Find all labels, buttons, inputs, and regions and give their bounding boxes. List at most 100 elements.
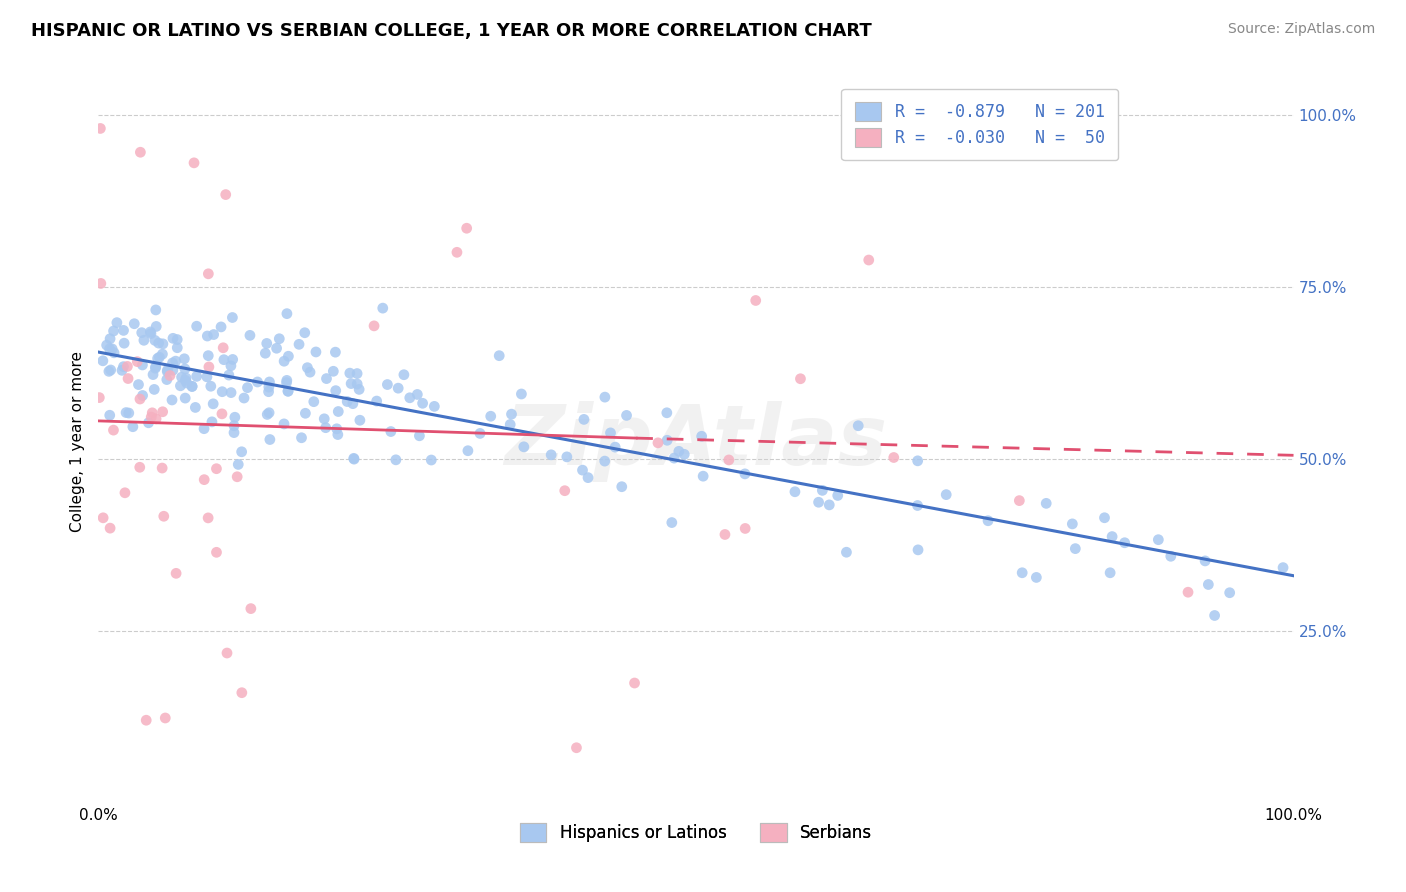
Point [623,676,645,690]
Point [616,409,638,423]
Point [155,711,177,725]
Point [215,187,238,202]
Point [239,601,262,615]
Point [380,425,402,439]
Point [420,453,443,467]
Point [193,422,215,436]
Point [197,511,219,525]
Text: HISPANIC OR LATINO VS SERBIAN COLLEGE, 1 YEAR OR MORE CORRELATION CHART: HISPANIC OR LATINO VS SERBIAN COLLEGE, 1… [31,22,872,40]
Point [219,359,242,373]
Point [101,342,124,356]
Point [152,347,174,361]
Point [211,407,233,421]
Point [131,358,153,372]
Point [1011,566,1033,580]
Point [111,363,134,377]
Point [221,352,243,367]
Legend: Hispanics or Latinos, Serbians: Hispanics or Latinos, Serbians [513,816,879,848]
Point [858,253,880,268]
Point [1099,566,1122,580]
Point [166,341,188,355]
Point [156,373,179,387]
Point [555,450,578,464]
Point [479,409,502,424]
Point [141,406,163,420]
Point [89,391,111,405]
Point [1160,549,1182,564]
Point [118,406,141,420]
Point [277,349,299,363]
Point [145,359,167,374]
Point [811,483,834,498]
Point [257,384,280,399]
Point [173,351,195,366]
Point [259,433,281,447]
Point [202,397,225,411]
Point [576,470,599,484]
Point [91,511,114,525]
Point [1025,570,1047,584]
Point [257,406,280,420]
Point [98,409,121,423]
Point [226,458,249,472]
Point [148,336,170,351]
Point [340,376,363,391]
Point [342,397,364,411]
Point [233,391,256,405]
Point [131,388,153,402]
Point [325,345,347,359]
Point [205,545,228,559]
Point [239,328,262,343]
Point [593,390,616,404]
Point [1008,493,1031,508]
Point [146,351,169,366]
Point [132,333,155,347]
Point [314,412,336,426]
Point [277,384,299,399]
Point [259,375,281,389]
Point [565,740,588,755]
Point [205,461,228,475]
Point [139,326,162,341]
Point [657,434,679,448]
Point [212,341,235,355]
Point [273,354,295,368]
Point [423,400,446,414]
Point [818,498,841,512]
Point [398,391,420,405]
Point [273,417,295,431]
Point [299,365,322,379]
Point [1062,516,1084,531]
Point [501,407,523,421]
Point [162,363,184,377]
Point [212,352,235,367]
Point [572,412,595,426]
Point [143,383,166,397]
Point [468,426,491,441]
Point [96,338,118,352]
Point [231,444,253,458]
Point [117,371,139,385]
Point [456,221,478,235]
Point [294,326,316,340]
Point [218,368,240,382]
Point [734,467,756,481]
Point [98,342,121,356]
Point [166,333,188,347]
Point [186,319,208,334]
Point [1147,533,1170,547]
Point [174,391,197,405]
Point [142,368,165,382]
Point [160,392,183,407]
Point [363,318,385,333]
Point [1197,577,1219,591]
Point [276,307,298,321]
Point [198,359,221,374]
Point [907,454,929,468]
Point [143,361,166,376]
Point [200,379,222,393]
Point [745,293,768,308]
Point [1219,585,1241,599]
Point [593,454,616,468]
Point [100,363,122,377]
